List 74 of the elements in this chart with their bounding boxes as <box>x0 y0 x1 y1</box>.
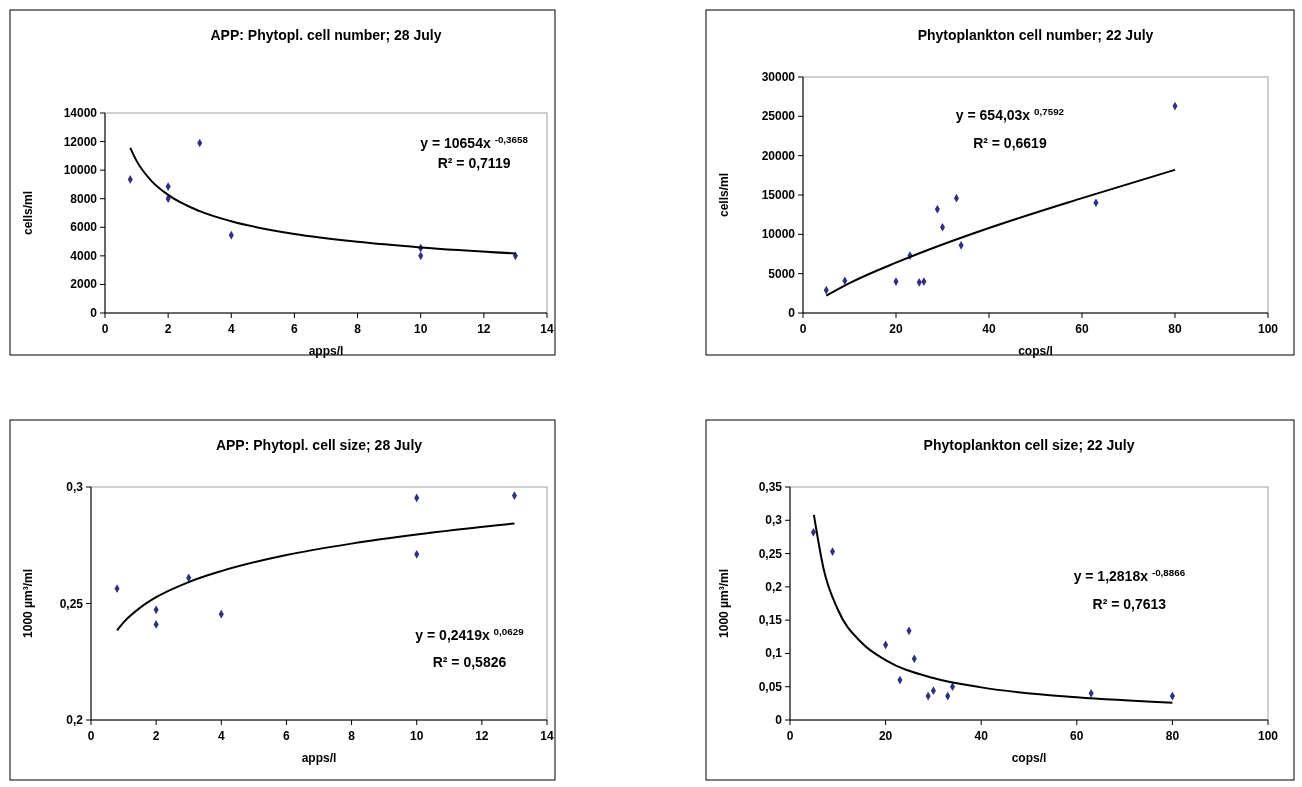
x-tick-label: 12 <box>475 729 489 743</box>
y-tick-label: 0 <box>90 306 98 320</box>
chart-title: Phytoplankton cell size; 22 July <box>923 437 1135 453</box>
annotation: R² = 0,7119 <box>437 155 511 171</box>
y-tick-label: 0,3 <box>765 513 783 528</box>
annotation: y = 654,03x $^{0,7592}$ <box>955 105 1065 123</box>
y-tick-label: 12000 <box>63 134 98 149</box>
x-axis-title: cops/l <box>1018 344 1053 358</box>
x-tick-label: 8 <box>354 322 362 336</box>
y-tick-label: 6000 <box>70 220 98 235</box>
x-tick-label: 4 <box>217 729 225 743</box>
x-tick-label: 60 <box>1075 322 1089 336</box>
y-tick-label: 8000 <box>70 191 98 206</box>
annotation: y = 1,2818x $^{-0,8866}$ <box>1073 566 1186 584</box>
x-axis-title: cops/l <box>1011 751 1047 765</box>
y-tick-label: 5000 <box>768 266 796 281</box>
x-tick-label: 60 <box>1070 729 1084 743</box>
y-tick-label: 10000 <box>761 227 796 242</box>
x-tick-label: 2 <box>164 322 172 336</box>
x-tick-label: 40 <box>974 729 989 743</box>
y-tick-label: 0,2 <box>66 713 84 727</box>
y-axis-title: cells/ml <box>717 172 731 218</box>
y-tick-label: 15000 <box>761 188 796 202</box>
x-tick-label: 12 <box>477 322 491 336</box>
y-tick-label: 20000 <box>761 148 796 163</box>
x-tick-label: 4 <box>227 322 235 336</box>
x-tick-label: 80 <box>1165 729 1180 743</box>
y-tick-label: 0,25 <box>758 546 783 561</box>
x-tick-label: 80 <box>1168 322 1182 336</box>
y-tick-label: 0,3 <box>66 480 84 494</box>
y-tick-label: 14000 <box>63 106 98 120</box>
y-tick-label: 0,15 <box>758 613 783 628</box>
y-axis-title: 1000 µm³/ml <box>21 569 35 638</box>
x-tick-label: 14 <box>540 322 554 336</box>
y-tick-label: 25000 <box>761 109 796 124</box>
y-tick-label: 0,25 <box>59 596 84 611</box>
y-tick-label: 0,05 <box>758 679 783 694</box>
y-axis-title: cells/ml <box>21 190 35 236</box>
annotation: R² = 0,6619 <box>973 135 1047 152</box>
chart-title: Phytoplankton cell number; 22 July <box>917 27 1154 43</box>
y-tick-label: 10000 <box>63 163 98 178</box>
chart-title: APP: Phytopl. cell number; 28 July <box>210 27 442 43</box>
x-tick-label: 2 <box>152 729 160 743</box>
x-axis-title: apps/l <box>308 344 344 358</box>
y-tick-label: 0 <box>775 713 783 727</box>
x-tick-label: 6 <box>283 729 291 743</box>
chart-title: APP: Phytopl. cell size; 28 July <box>215 437 423 453</box>
y-tick-label: 0,2 <box>765 579 783 594</box>
annotation: R² = 0,7613 <box>1092 595 1167 612</box>
line-series <box>825 168 1176 297</box>
x-tick-label: 0 <box>101 322 109 336</box>
y-tick-label: 30000 <box>761 70 796 84</box>
x-tick-label: 100 <box>1257 322 1279 336</box>
x-tick-label: 14 <box>540 729 554 743</box>
x-axis-title: apps/l <box>301 751 337 765</box>
x-tick-label: 10 <box>410 729 424 743</box>
x-tick-label: 10 <box>414 322 428 336</box>
annotation: R² = 0,5826 <box>432 653 507 670</box>
annotation: y = 10654x $^{-0,3658}$ <box>420 133 529 151</box>
x-tick-label: 100 <box>1257 729 1279 743</box>
y-tick-label: 2000 <box>70 277 98 292</box>
x-tick-label: 20 <box>889 322 903 336</box>
annotation: y = 0,2419x $^{0,0629}$ <box>415 625 525 643</box>
y-tick-label: 4000 <box>70 248 98 263</box>
x-tick-label: 0 <box>799 322 807 336</box>
y-tick-label: 0,1 <box>765 646 783 661</box>
y-axis-title: 1000 µm³/ml <box>717 569 731 638</box>
point <box>939 222 946 232</box>
x-tick-label: 40 <box>982 322 996 336</box>
x-tick-label: 20 <box>878 729 893 743</box>
x-tick-label: 8 <box>348 729 356 743</box>
y-tick-label: 0 <box>788 306 796 320</box>
x-tick-label: 6 <box>291 322 299 336</box>
y-tick-label: 0,35 <box>758 480 783 494</box>
